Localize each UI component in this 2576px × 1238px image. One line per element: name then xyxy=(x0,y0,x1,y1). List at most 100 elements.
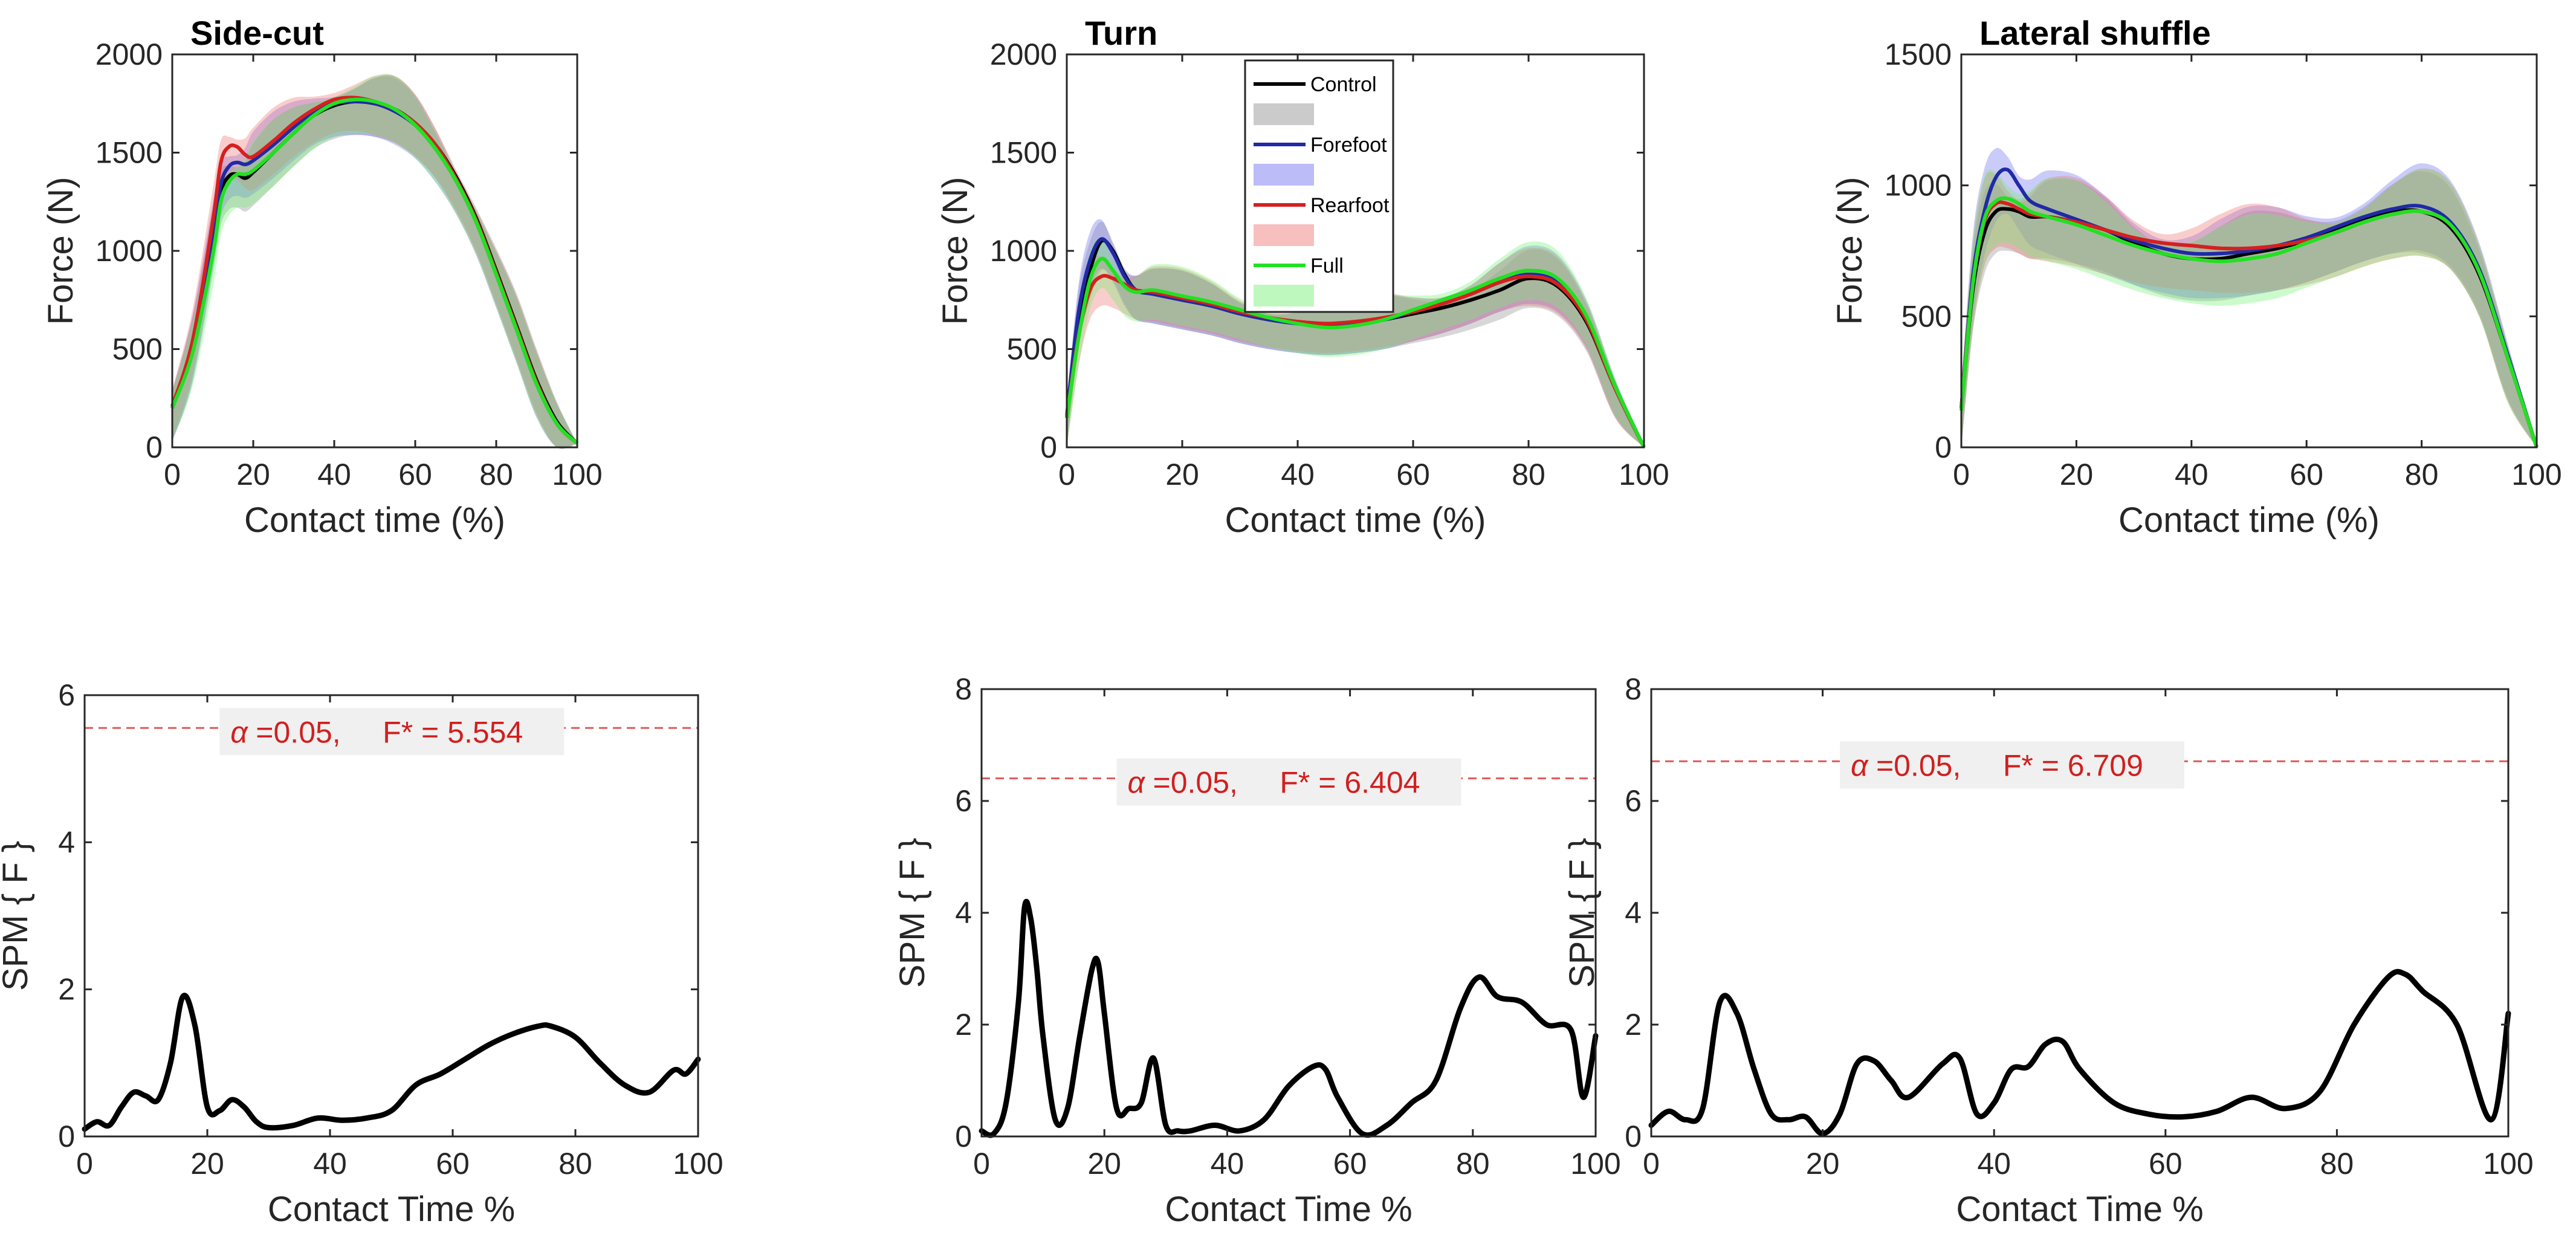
x-tick-label: 100 xyxy=(2511,458,2561,491)
y-axis-label: SPM { F } xyxy=(1562,838,1602,988)
x-tick-label: 80 xyxy=(2405,458,2439,491)
y-tick-label: 500 xyxy=(1901,299,1952,333)
band-full xyxy=(1961,168,2537,447)
x-tick-label: 80 xyxy=(558,1147,592,1181)
plot-area xyxy=(170,74,579,449)
y-tick: 500 xyxy=(1007,332,1644,366)
y-tick: 0 xyxy=(955,1120,1596,1153)
x-tick: 20 xyxy=(190,695,224,1181)
y-tick-label: 6 xyxy=(58,678,75,712)
plot-area xyxy=(1065,219,1646,449)
y-tick: 1000 xyxy=(1885,169,2537,203)
x-tick-label: 60 xyxy=(398,458,432,491)
x-axis-label: Contact time (%) xyxy=(2118,501,2380,540)
y-tick: 500 xyxy=(1901,299,2537,333)
y-tick-label: 6 xyxy=(1625,784,1642,818)
x-tick-label: 60 xyxy=(436,1147,470,1181)
plot-area xyxy=(1960,147,2539,448)
band-rearfoot xyxy=(172,74,577,449)
x-tick-label: 100 xyxy=(2483,1147,2533,1181)
y-tick-label: 0 xyxy=(955,1120,972,1153)
y-tick-label: 2 xyxy=(1625,1008,1642,1042)
x-tick-label: 40 xyxy=(1281,458,1315,491)
x-tick-label: 40 xyxy=(313,1147,347,1181)
y-tick-label: 1500 xyxy=(990,136,1057,170)
y-tick-label: 8 xyxy=(1625,672,1642,706)
x-tick: 80 xyxy=(479,54,513,491)
y-tick-label: 6 xyxy=(955,784,972,818)
y-tick-label: 2 xyxy=(955,1008,972,1042)
x-tick-label: 80 xyxy=(1512,458,1545,491)
y-tick: 1500 xyxy=(95,136,577,170)
x-tick: 20 xyxy=(1165,54,1199,491)
legend-patch-full xyxy=(1254,285,1314,306)
x-tick-label: 60 xyxy=(2290,458,2323,491)
x-tick-label: 20 xyxy=(1806,1147,1840,1181)
legend-patch-control xyxy=(1254,103,1314,125)
x-tick: 40 xyxy=(2175,54,2209,491)
x-tick: 80 xyxy=(558,695,592,1181)
series-line-full xyxy=(1960,196,2539,448)
x-tick-label: 0 xyxy=(1643,1147,1660,1181)
x-tick-label: 40 xyxy=(2175,458,2209,491)
x-tick: 60 xyxy=(2149,689,2183,1181)
y-tick: 4 xyxy=(58,825,698,859)
legend-label-full: Full xyxy=(1310,254,1344,277)
axes-box xyxy=(1960,53,2538,449)
y-tick: 4 xyxy=(955,896,1596,930)
y-tick: 1000 xyxy=(95,234,577,268)
spm-curve xyxy=(979,899,1599,1138)
x-tick: 40 xyxy=(317,54,351,491)
x-tick: 20 xyxy=(2060,54,2093,491)
x-tick-label: 0 xyxy=(76,1147,93,1181)
y-tick: 0 xyxy=(1935,430,2537,464)
x-tick: 0 xyxy=(76,695,93,1181)
x-tick: 0 xyxy=(164,54,181,491)
legend-label-control: Control xyxy=(1310,73,1377,96)
y-tick: 6 xyxy=(58,678,698,712)
y-tick: 0 xyxy=(1040,430,1644,464)
y-tick: 6 xyxy=(955,784,1596,818)
spm-curve xyxy=(82,993,701,1132)
x-tick-label: 60 xyxy=(1333,1147,1367,1181)
threshold-label-box xyxy=(219,708,565,756)
x-tick: 20 xyxy=(1806,689,1840,1181)
x-tick: 0 xyxy=(1953,54,1970,491)
x-tick-label: 20 xyxy=(1087,1147,1121,1181)
x-tick: 60 xyxy=(398,54,432,491)
x-axis-label: Contact Time % xyxy=(1165,1190,1412,1229)
y-tick: 1500 xyxy=(1885,37,2537,71)
y-tick: 4 xyxy=(1625,896,2508,930)
y-tick-label: 1500 xyxy=(1885,37,1952,71)
y-axis-label: Force (N) xyxy=(936,177,975,325)
x-tick-label: 100 xyxy=(1570,1147,1620,1181)
alpha-symbol: α xyxy=(1851,748,1869,782)
y-tick-label: 2000 xyxy=(95,37,163,71)
x-tick-label: 80 xyxy=(2320,1147,2354,1181)
x-tick: 100 xyxy=(1619,54,1669,491)
x-tick: 80 xyxy=(1512,54,1545,491)
y-axis-label: Force (N) xyxy=(41,177,80,325)
x-tick-label: 0 xyxy=(164,458,181,491)
y-tick-label: 4 xyxy=(955,896,972,930)
y-axis-label: Force (N) xyxy=(1830,177,1869,325)
x-axis-label: Contact time (%) xyxy=(244,501,505,540)
y-tick-label: 2 xyxy=(58,973,75,1006)
y-tick-label: 4 xyxy=(58,825,75,859)
x-tick-label: 100 xyxy=(552,458,602,491)
x-tick: 60 xyxy=(1333,689,1367,1181)
x-tick: 60 xyxy=(2290,54,2323,491)
legend-label-forefoot: Forefoot xyxy=(1310,134,1387,157)
y-tick-label: 1000 xyxy=(95,234,163,268)
threshold-label: =0.05, F* = 6.404 xyxy=(1153,766,1420,800)
x-tick: 0 xyxy=(973,689,990,1181)
x-tick-label: 20 xyxy=(236,458,270,491)
threshold-label-box xyxy=(1116,758,1461,806)
x-tick: 0 xyxy=(1058,54,1075,491)
threshold-label-box xyxy=(1839,741,2184,789)
y-axis-label: SPM { F } xyxy=(0,841,35,991)
